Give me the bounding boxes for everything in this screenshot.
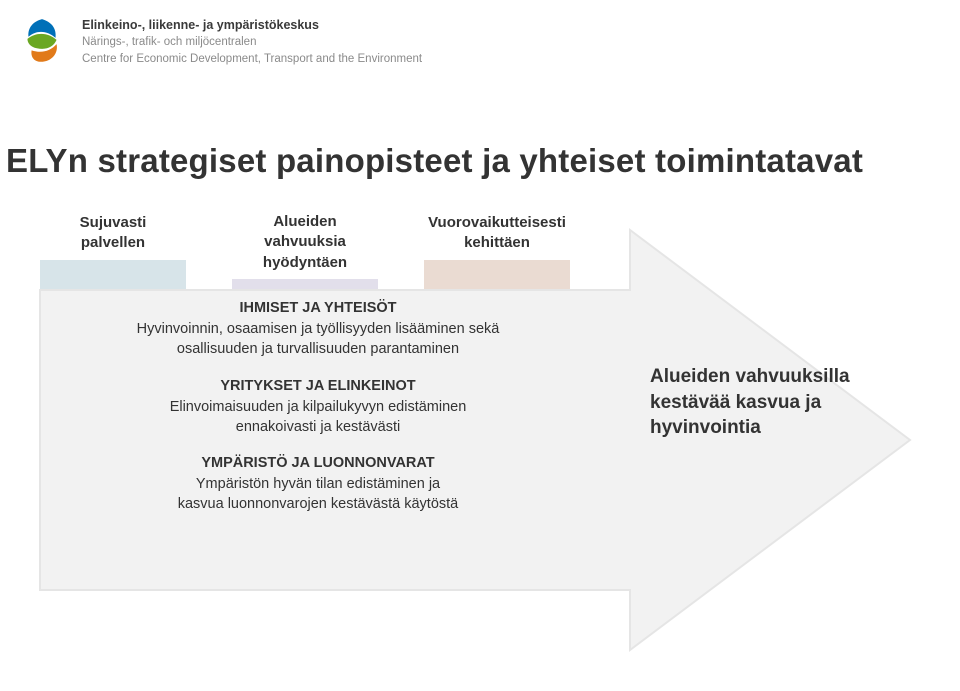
org-name-sv: Närings-, trafik- och miljöcentralen [82, 34, 422, 51]
org-name-fi: Elinkeino-, liikenne- ja ympäristökeskus [82, 16, 422, 34]
block-2-line-2: ennakoivasti ja kestävästi [58, 417, 578, 437]
block-2: YRITYKSET JA ELINKEINOT Elinvoimaisuuden… [58, 378, 578, 438]
slide-title: ELYn strategiset painopisteet ja yhteise… [0, 142, 863, 180]
head-line-1: Alueiden vahvuuksilla [650, 364, 900, 390]
block-1-line-2: osallisuuden ja turvallisuuden parantami… [58, 339, 578, 359]
block-3-line-2: kasvua luonnonvarojen kestävästä käytöst… [58, 494, 578, 514]
block-1-line-1: Hyvinvoinnin, osaamisen ja työllisyyden … [58, 319, 578, 339]
org-name-en: Centre for Economic Development, Transpo… [82, 51, 422, 68]
block-2-line-1: Elinvoimaisuuden ja kilpailukyvyn edistä… [58, 397, 578, 417]
arrow-body-text: IHMISET JA YHTEISÖT Hyvinvoinnin, osaami… [58, 300, 578, 533]
pillar-3-label: Vuorovaikutteisesti kehittäen [424, 212, 570, 254]
arrow-head-text: Alueiden vahvuuksilla kestävää kasvua ja… [650, 364, 900, 441]
head-line-3: hyvinvointia [650, 415, 900, 441]
block-1: IHMISET JA YHTEISÖT Hyvinvoinnin, osaami… [58, 300, 578, 360]
slide: Elinkeino-, liikenne- ja ympäristökeskus… [0, 0, 960, 691]
org-name: Elinkeino-, liikenne- ja ympäristökeskus… [82, 16, 422, 67]
block-3-title: YMPÄRISTÖ JA LUONNONVARAT [58, 455, 578, 471]
pillar-1-label: Sujuvasti palvellen [40, 212, 186, 254]
header: Elinkeino-, liikenne- ja ympäristökeskus… [16, 16, 422, 68]
block-1-title: IHMISET JA YHTEISÖT [58, 300, 578, 316]
block-3: YMPÄRISTÖ JA LUONNONVARAT Ympäristön hyv… [58, 455, 578, 515]
head-line-2: kestävää kasvua ja [650, 390, 900, 416]
logo-mid [27, 34, 56, 49]
block-2-title: YRITYKSET JA ELINKEINOT [58, 378, 578, 394]
block-3-line-1: Ympäristön hyvän tilan edistäminen ja [58, 474, 578, 494]
org-logo-icon [16, 16, 68, 68]
